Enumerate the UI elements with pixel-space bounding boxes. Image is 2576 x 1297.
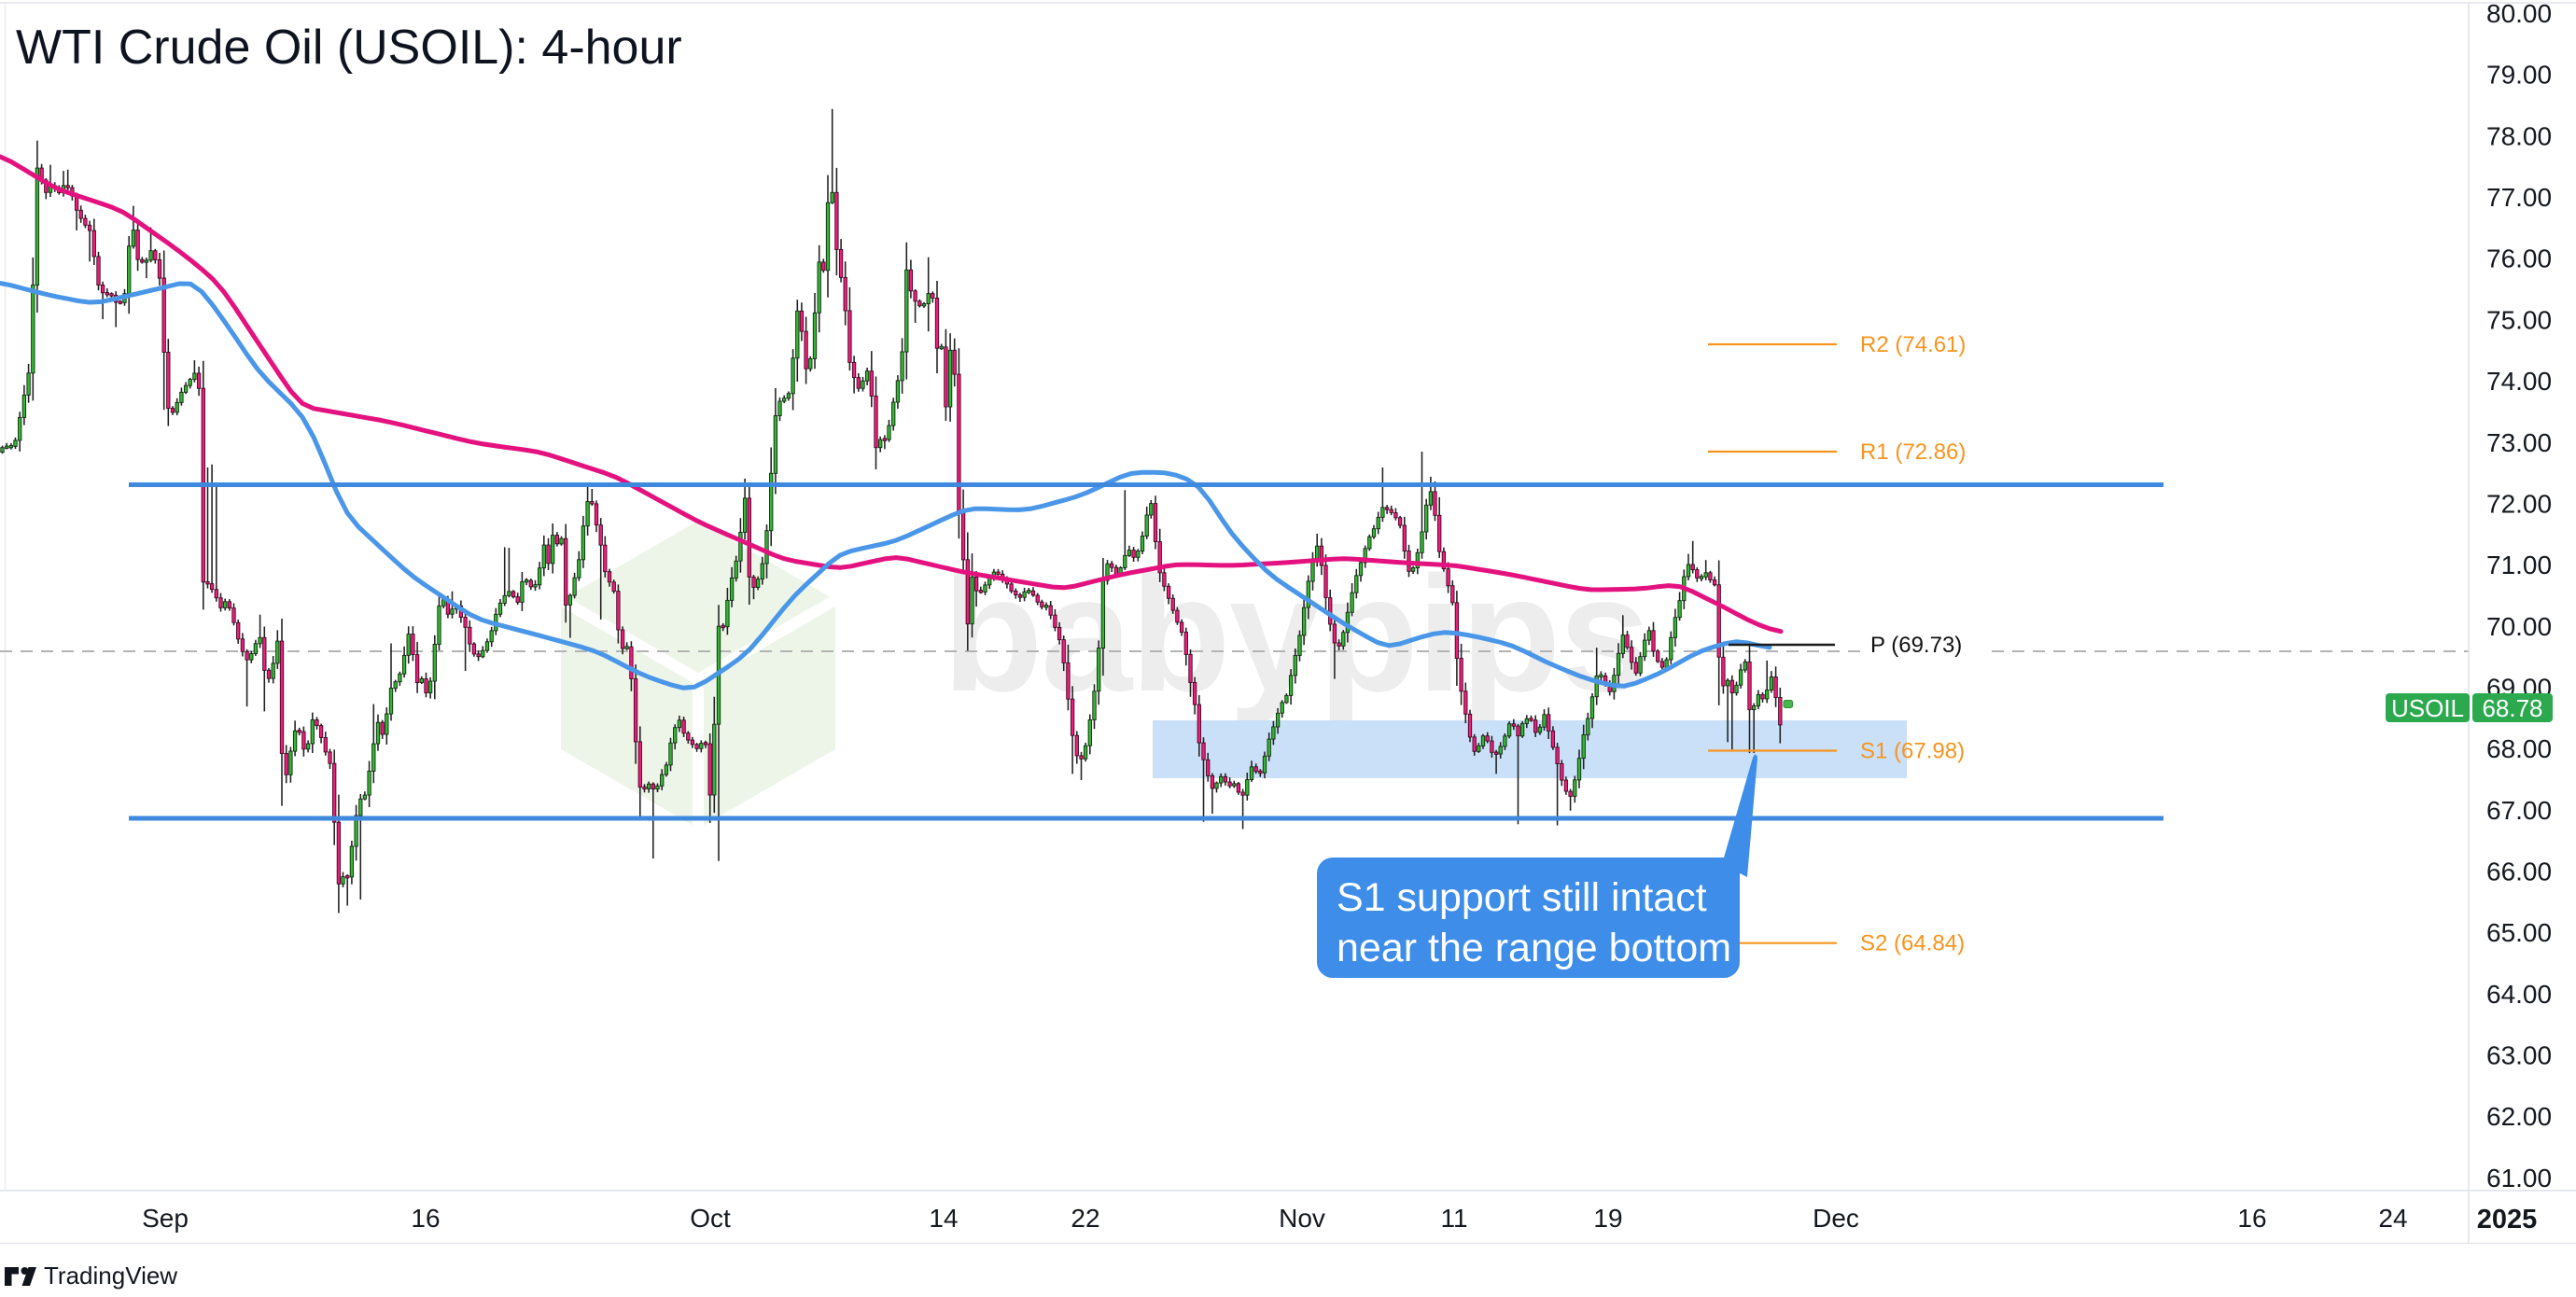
svg-text:USOIL: USOIL xyxy=(2391,694,2464,722)
svg-text:16: 16 xyxy=(411,1204,440,1233)
svg-text:P (69.73): P (69.73) xyxy=(1870,633,1962,658)
svg-text:11: 11 xyxy=(1440,1204,1467,1233)
svg-text:24: 24 xyxy=(2378,1204,2407,1233)
svg-text:75.00: 75.00 xyxy=(2486,305,2552,334)
svg-text:67.00: 67.00 xyxy=(2486,796,2552,825)
svg-text:76.00: 76.00 xyxy=(2486,244,2552,273)
svg-text:68.00: 68.00 xyxy=(2486,734,2552,763)
svg-text:Dec: Dec xyxy=(1813,1204,1859,1233)
svg-text:14: 14 xyxy=(929,1204,958,1233)
svg-text:near the range bottom: near the range bottom xyxy=(1337,926,1731,970)
svg-text:79.00: 79.00 xyxy=(2486,61,2552,90)
svg-text:71.00: 71.00 xyxy=(2486,551,2552,579)
svg-text:63.00: 63.00 xyxy=(2486,1041,2552,1070)
svg-text:babypips: babypips xyxy=(943,543,1649,726)
svg-text:61.00: 61.00 xyxy=(2486,1164,2552,1192)
svg-text:72.00: 72.00 xyxy=(2486,489,2552,518)
svg-text:64.00: 64.00 xyxy=(2486,980,2552,1009)
svg-text:Nov: Nov xyxy=(1279,1204,1325,1233)
svg-text:R1 (72.86): R1 (72.86) xyxy=(1860,439,1966,465)
svg-text:Sep: Sep xyxy=(142,1204,189,1233)
svg-text:78.00: 78.00 xyxy=(2486,121,2552,150)
svg-text:74.00: 74.00 xyxy=(2486,367,2552,396)
svg-text:S1 (67.98): S1 (67.98) xyxy=(1860,739,1965,764)
svg-text:Oct: Oct xyxy=(690,1204,731,1233)
svg-text:68.78: 68.78 xyxy=(2482,694,2542,722)
svg-text:16: 16 xyxy=(2237,1204,2266,1233)
svg-text:62.00: 62.00 xyxy=(2486,1102,2552,1131)
svg-text:22: 22 xyxy=(1071,1204,1099,1233)
svg-text:S2 (64.84): S2 (64.84) xyxy=(1860,931,1965,956)
svg-text:73.00: 73.00 xyxy=(2486,428,2552,457)
svg-text:TradingView: TradingView xyxy=(44,1262,177,1290)
svg-text:80.00: 80.00 xyxy=(2486,0,2552,28)
svg-text:19: 19 xyxy=(1593,1204,1622,1233)
svg-text:70.00: 70.00 xyxy=(2486,612,2552,641)
svg-text:65.00: 65.00 xyxy=(2486,918,2552,947)
svg-text:77.00: 77.00 xyxy=(2486,183,2552,212)
svg-text:R2 (74.61): R2 (74.61) xyxy=(1860,332,1966,357)
svg-text:WTI Crude Oil (USOIL): 4-hour: WTI Crude Oil (USOIL): 4-hour xyxy=(16,21,682,75)
svg-text:66.00: 66.00 xyxy=(2486,858,2552,886)
svg-text:S1 support still intact: S1 support still intact xyxy=(1337,875,1707,920)
svg-text:2025: 2025 xyxy=(2477,1205,2538,1234)
